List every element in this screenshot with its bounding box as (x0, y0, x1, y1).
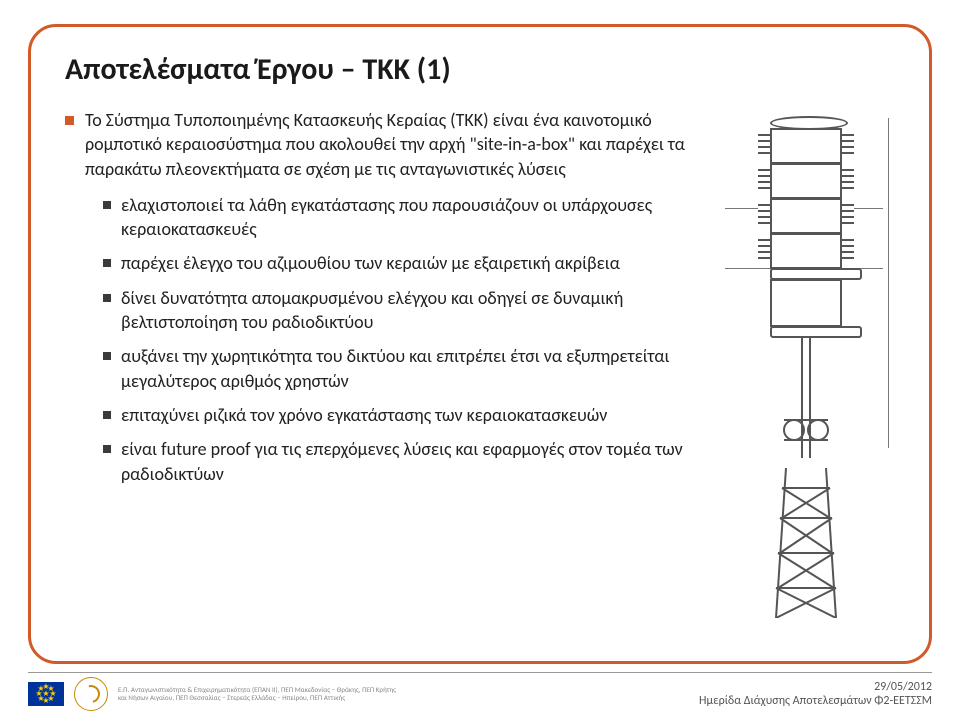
slide: Αποτελέσματα Έργου – ΤΚΚ (1) Το Σύστημα … (0, 0, 960, 717)
list-item: ελαχιστοποιεί τα λάθη εγκατάστασης που π… (103, 193, 695, 242)
module (770, 198, 842, 234)
diagram-column (711, 108, 901, 628)
module (770, 128, 842, 164)
list-item: επιταχύνει ριζικά τον χρόνο εγκατάστασης… (103, 403, 695, 427)
program-caption: Ε.Π. Ανταγωνιστικότητα & Επιχειρηματικότ… (118, 686, 398, 701)
text-column: Το Σύστημα Τυποποιημένης Κατασκευής Κερα… (65, 108, 695, 628)
module (770, 233, 842, 269)
dimension-line-vertical (888, 118, 889, 448)
list-item: είναι future proof για τις επερχόμενες λ… (103, 437, 695, 486)
list-item: παρέχει έλεγχο του αζιμουθίου των κεραιώ… (103, 251, 695, 275)
antenna-schematic (721, 108, 891, 628)
lattice-tower (766, 468, 846, 618)
module (770, 279, 842, 327)
lead-paragraph: Το Σύστημα Τυποποιημένης Κατασκευής Κερα… (65, 108, 695, 181)
module (770, 163, 842, 199)
list-item: αυξάνει την χωρητικότητα του δικτύου και… (103, 344, 695, 393)
list-item: δίνει δυνατότητα απομακρυσμένου ελέγχου … (103, 286, 695, 335)
program-logo-icon (74, 677, 108, 711)
eu-flag-icon (28, 682, 64, 706)
footer-date: 29/05/2012 (699, 680, 932, 694)
slide-footer: Ε.Π. Ανταγωνιστικότητα & Επιχειρηματικότ… (28, 672, 932, 711)
mount-bracket (776, 400, 836, 460)
content-card: Αποτελέσματα Έργου – ΤΚΚ (1) Το Σύστημα … (28, 24, 932, 664)
bullet-list: ελαχιστοποιεί τα λάθη εγκατάστασης που π… (65, 193, 695, 486)
columns: Το Σύστημα Τυποποιημένης Κατασκευής Κερα… (65, 108, 901, 628)
footer-left: Ε.Π. Ανταγωνιστικότητα & Επιχειρηματικότ… (28, 677, 398, 711)
collar (770, 326, 862, 338)
footer-event: Ημερίδα Διάχυσης Αποτελεσμάτων Φ2-ΕΕΤΣΣΜ (699, 694, 932, 708)
footer-right: 29/05/2012 Ημερίδα Διάχυσης Αποτελεσμάτω… (699, 680, 932, 708)
slide-title: Αποτελέσματα Έργου – ΤΚΚ (1) (65, 51, 901, 88)
